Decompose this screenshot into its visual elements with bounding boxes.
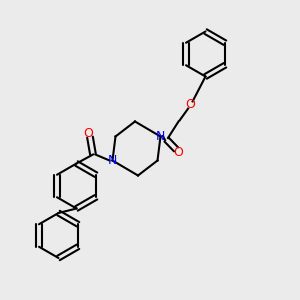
Text: N: N	[156, 130, 165, 143]
Text: O: O	[174, 146, 183, 160]
Text: O: O	[84, 127, 93, 140]
Text: O: O	[186, 98, 195, 112]
Text: N: N	[108, 154, 117, 167]
